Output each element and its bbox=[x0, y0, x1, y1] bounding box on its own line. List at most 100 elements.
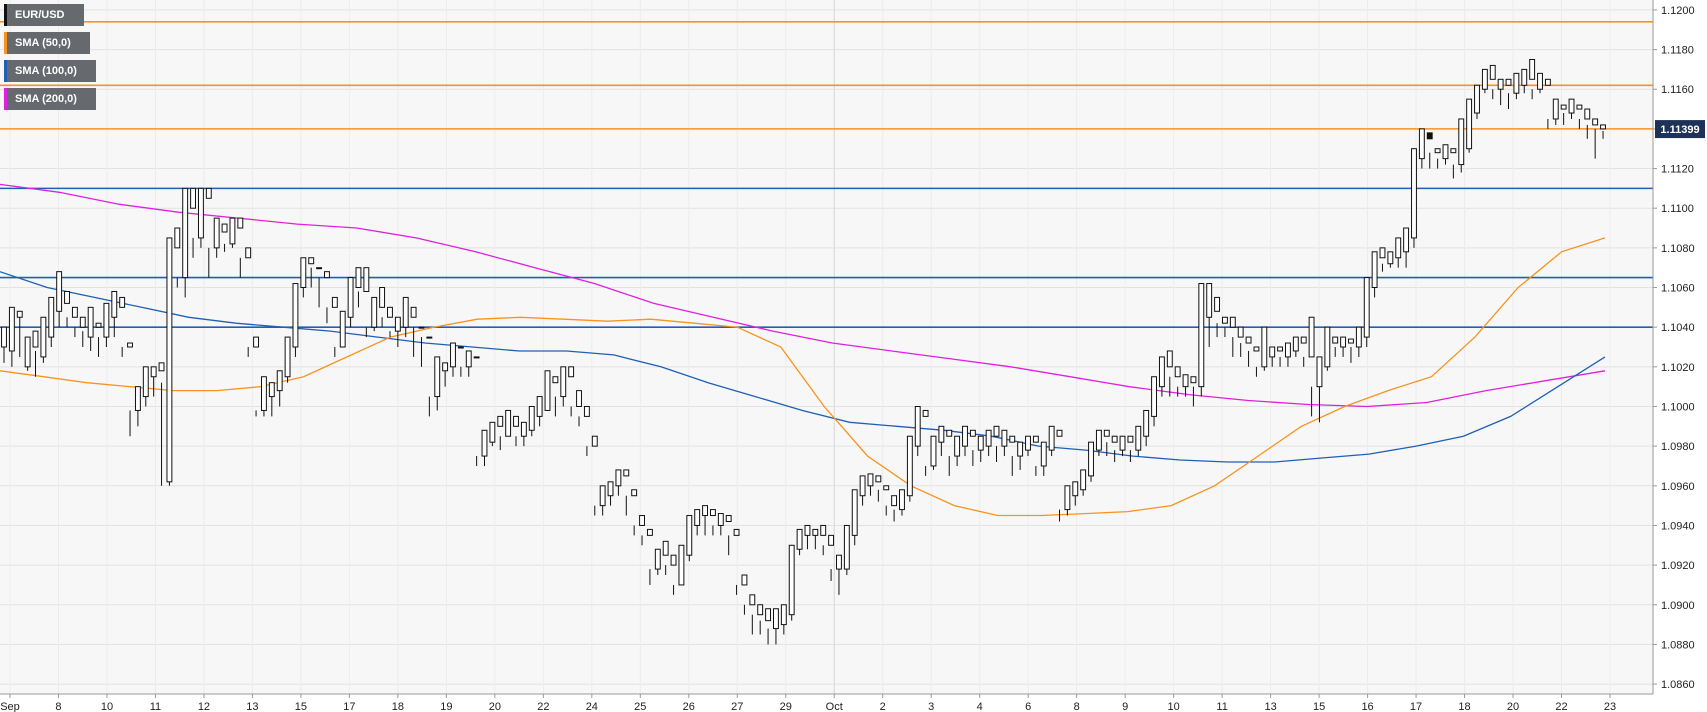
candle-body bbox=[339, 310, 346, 348]
candle-body bbox=[733, 528, 740, 536]
y-tick-label: 1.1040 bbox=[1661, 322, 1695, 334]
candle-body bbox=[1206, 283, 1213, 318]
candle-body bbox=[1190, 376, 1197, 384]
candle-body bbox=[1592, 118, 1599, 126]
candle-body bbox=[717, 513, 724, 526]
candle-body bbox=[1537, 72, 1543, 90]
candle-body bbox=[1395, 237, 1402, 259]
legend-swatch bbox=[4, 88, 7, 110]
candle-body bbox=[363, 267, 370, 292]
x-tick-label: 13 bbox=[246, 701, 258, 712]
x-tick-label: 10 bbox=[1168, 701, 1180, 712]
y-tick-label: 1.0880 bbox=[1661, 639, 1695, 651]
x-tick-label: 27 bbox=[731, 701, 743, 712]
candle-body bbox=[1237, 326, 1244, 338]
candle-body bbox=[1332, 336, 1339, 344]
candle-body bbox=[1103, 429, 1110, 437]
x-tick-label: 26 bbox=[683, 701, 695, 712]
candle-body bbox=[623, 469, 630, 477]
candle-body bbox=[1308, 316, 1315, 358]
candle-body bbox=[1, 326, 7, 348]
y-tick-label: 1.0940 bbox=[1661, 520, 1695, 532]
candle-body bbox=[8, 306, 15, 352]
candle-body bbox=[292, 283, 299, 348]
candle-body bbox=[394, 316, 401, 332]
candle-body bbox=[1576, 104, 1583, 110]
candle-body bbox=[387, 306, 393, 318]
candle-body bbox=[221, 223, 228, 233]
sma200-line bbox=[0, 183, 1606, 408]
candle-body bbox=[1316, 356, 1323, 388]
candle-body bbox=[788, 544, 795, 616]
candle-body bbox=[1088, 441, 1094, 477]
candle-body bbox=[1458, 118, 1465, 166]
candle-body bbox=[607, 481, 614, 497]
candle-body bbox=[875, 475, 882, 483]
candle-body bbox=[1489, 64, 1496, 80]
candle-body bbox=[906, 435, 913, 497]
candle-body bbox=[268, 382, 275, 398]
candles bbox=[1, 58, 1606, 645]
candle-body bbox=[1403, 227, 1410, 253]
y-tick-label: 1.1080 bbox=[1661, 243, 1695, 255]
candle-body bbox=[670, 554, 677, 566]
candle-body bbox=[119, 296, 126, 308]
candle-body bbox=[497, 415, 504, 427]
x-tick-label: 2 bbox=[880, 701, 886, 712]
candle-body bbox=[1174, 366, 1181, 378]
candle-body bbox=[1198, 283, 1205, 388]
legend-item-eurusd[interactable]: EUR/USD bbox=[4, 4, 84, 26]
candle-body bbox=[324, 271, 330, 279]
candle-body bbox=[796, 528, 803, 550]
candle-body bbox=[24, 336, 31, 368]
candle-body bbox=[1292, 336, 1299, 352]
candle-body bbox=[1505, 78, 1512, 86]
candle-body bbox=[891, 495, 898, 507]
candle-body bbox=[1072, 481, 1079, 497]
x-tick-label: Oct bbox=[826, 701, 843, 712]
legend-item-sma200[interactable]: SMA (200,0) bbox=[4, 88, 96, 110]
legend-item-sma50[interactable]: SMA (50,0) bbox=[4, 32, 90, 54]
candle-body bbox=[843, 524, 850, 570]
candle-body bbox=[16, 310, 23, 318]
legend-swatch bbox=[4, 60, 7, 82]
last-price-badge: 1.11399 bbox=[1655, 120, 1705, 139]
candle-body bbox=[1040, 441, 1047, 467]
candle-body bbox=[355, 267, 362, 289]
candle-body bbox=[646, 528, 653, 536]
candle-body bbox=[1387, 251, 1394, 265]
candle-body bbox=[450, 342, 456, 368]
candle-body bbox=[1285, 342, 1291, 358]
candle-body bbox=[1269, 346, 1276, 358]
candle-body bbox=[1182, 374, 1189, 388]
y-tick-label: 1.0860 bbox=[1661, 679, 1695, 691]
candle-body bbox=[528, 405, 535, 431]
candle-body bbox=[371, 296, 378, 328]
candle-body bbox=[1434, 148, 1441, 154]
candle-body bbox=[1032, 435, 1039, 443]
candle-body bbox=[773, 608, 779, 630]
candle-body bbox=[993, 425, 1000, 437]
legend-item-sma100[interactable]: SMA (100,0) bbox=[4, 60, 96, 82]
candle-body bbox=[1340, 336, 1347, 348]
candle-body bbox=[544, 370, 551, 411]
y-tick-label: 1.0960 bbox=[1661, 481, 1695, 493]
candle-body bbox=[709, 509, 716, 517]
candle-body bbox=[836, 554, 842, 570]
candle-body bbox=[1544, 78, 1551, 86]
candle-body bbox=[1025, 435, 1031, 451]
candle-body bbox=[599, 485, 606, 507]
candle-body bbox=[473, 356, 480, 359]
candle-body bbox=[899, 489, 905, 511]
x-tick-label: 8 bbox=[55, 701, 61, 712]
candle-body bbox=[812, 528, 819, 536]
candle-body bbox=[1245, 336, 1252, 344]
moving-averages bbox=[0, 183, 1606, 517]
candle-body bbox=[158, 362, 165, 372]
candle-body bbox=[229, 217, 236, 245]
candle-body bbox=[725, 515, 732, 522]
candle-body bbox=[1017, 441, 1024, 457]
x-tick-label: 22 bbox=[537, 701, 549, 712]
candle-body bbox=[1355, 326, 1362, 348]
